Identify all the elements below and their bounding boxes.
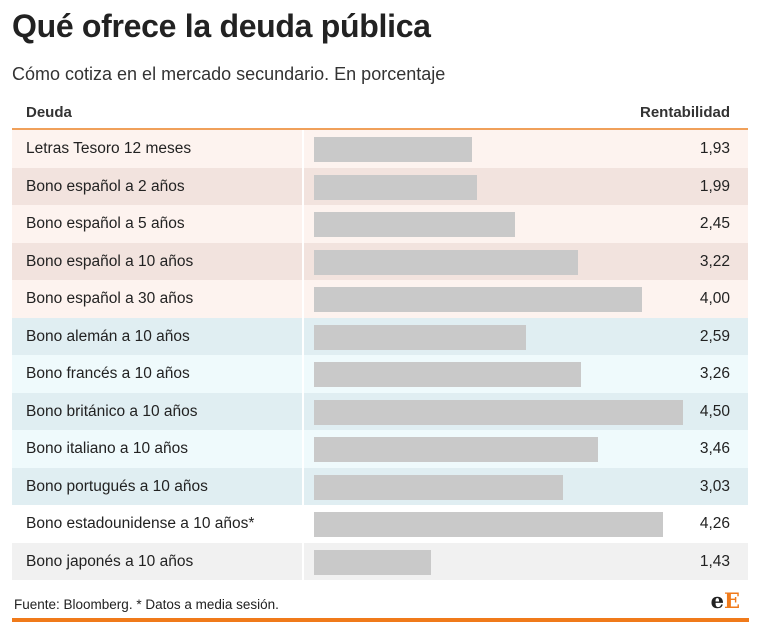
row-label: Bono italiano a 10 años xyxy=(26,440,189,457)
source-note: Fuente: Bloomberg. * Datos a media sesió… xyxy=(14,597,279,612)
row-label: Bono español a 30 años xyxy=(26,290,194,307)
value-label: 2,59 xyxy=(699,327,730,345)
row-divider xyxy=(302,205,304,243)
row-label: Letras Tesoro 12 meses xyxy=(26,140,192,157)
row-label: Bono estadounidense a 10 años* xyxy=(26,515,255,532)
table-row: Bono español a 5 años 2,45 xyxy=(12,205,748,243)
row-label: Bono británico a 10 años xyxy=(26,402,198,420)
table-rows: Letras Tesoro 12 meses 1,93 Bono español a… xyxy=(12,130,748,580)
chart-subtitle: Cómo cotiza en el mercado secundario. En… xyxy=(12,64,446,84)
table-row: Bono estadounidense a 10 años* 4,26 xyxy=(12,505,748,543)
table-row: Bono británico a 10 años 4,50 xyxy=(12,392,748,430)
bottom-rule xyxy=(12,618,749,622)
value-label: 1,93 xyxy=(699,140,730,157)
table-row: Letras Tesoro 12 meses 1,93 xyxy=(12,130,748,168)
chart-title: Qué ofrece la deuda pública xyxy=(12,8,431,44)
bar xyxy=(314,512,664,537)
table-header: Deuda Rentabilidad xyxy=(12,100,748,130)
table-row: Bono portugués a 10 años 3,03 xyxy=(12,467,748,505)
table-row: Bono italiano a 10 años 3,46 xyxy=(12,430,748,468)
header-deuda: Deuda xyxy=(26,104,72,121)
bar xyxy=(314,249,578,275)
bar xyxy=(314,324,527,350)
row-divider xyxy=(302,467,304,505)
row-label: Bono español a 10 años xyxy=(26,252,194,270)
bar-table: Deuda Rentabilidad Letras Tesoro 12 mese… xyxy=(12,100,748,580)
row-divider xyxy=(302,392,304,430)
value-label: 3,22 xyxy=(699,252,730,270)
table-row: Bono japonés a 10 años 1,43 xyxy=(12,542,748,580)
bar xyxy=(314,362,582,387)
value-label: 1,99 xyxy=(699,177,730,195)
bar xyxy=(314,212,515,237)
logo-letter-e: e xyxy=(710,588,724,613)
value-label: 2,45 xyxy=(699,215,730,232)
bar xyxy=(314,437,598,462)
row-label: Bono francés a 10 años xyxy=(26,365,190,382)
value-label: 4,50 xyxy=(699,402,730,420)
bar xyxy=(314,474,563,500)
bar xyxy=(314,137,473,162)
bar xyxy=(314,287,642,312)
value-label: 1,43 xyxy=(699,552,730,570)
row-divider xyxy=(302,430,304,468)
value-label: 4,00 xyxy=(699,290,730,307)
row-label: Bono español a 5 años xyxy=(26,215,185,232)
row-label: Bono portugués a 10 años xyxy=(26,477,208,495)
value-label: 3,03 xyxy=(699,477,730,495)
row-divider xyxy=(302,242,304,280)
row-label: Bono español a 2 años xyxy=(26,177,185,195)
value-label: 3,46 xyxy=(699,440,730,457)
row-divider xyxy=(302,355,304,393)
row-label: Bono japonés a 10 años xyxy=(26,552,194,570)
table-row: Bono español a 30 años 4,00 xyxy=(12,280,748,318)
row-label: Bono alemán a 10 años xyxy=(26,327,190,345)
row-divider xyxy=(302,317,304,355)
row-divider xyxy=(302,280,304,318)
value-label: 4,26 xyxy=(699,515,730,532)
brand-logo: eE xyxy=(711,588,740,613)
bar xyxy=(314,549,432,575)
logo-letter-E: E xyxy=(723,588,740,613)
row-divider xyxy=(302,130,304,168)
table-row: Bono español a 10 años 3,22 xyxy=(12,242,748,280)
table-row: Bono español a 2 años 1,99 xyxy=(12,167,748,205)
table-row: Bono alemán a 10 años 2,59 xyxy=(12,317,748,355)
row-divider xyxy=(302,167,304,205)
row-divider xyxy=(302,505,304,543)
bar xyxy=(314,399,683,425)
bar xyxy=(314,174,478,200)
value-label: 3,26 xyxy=(699,365,730,382)
row-divider xyxy=(302,542,304,580)
table-row: Bono francés a 10 años 3,26 xyxy=(12,355,748,393)
header-rentabilidad: Rentabilidad xyxy=(639,104,730,121)
